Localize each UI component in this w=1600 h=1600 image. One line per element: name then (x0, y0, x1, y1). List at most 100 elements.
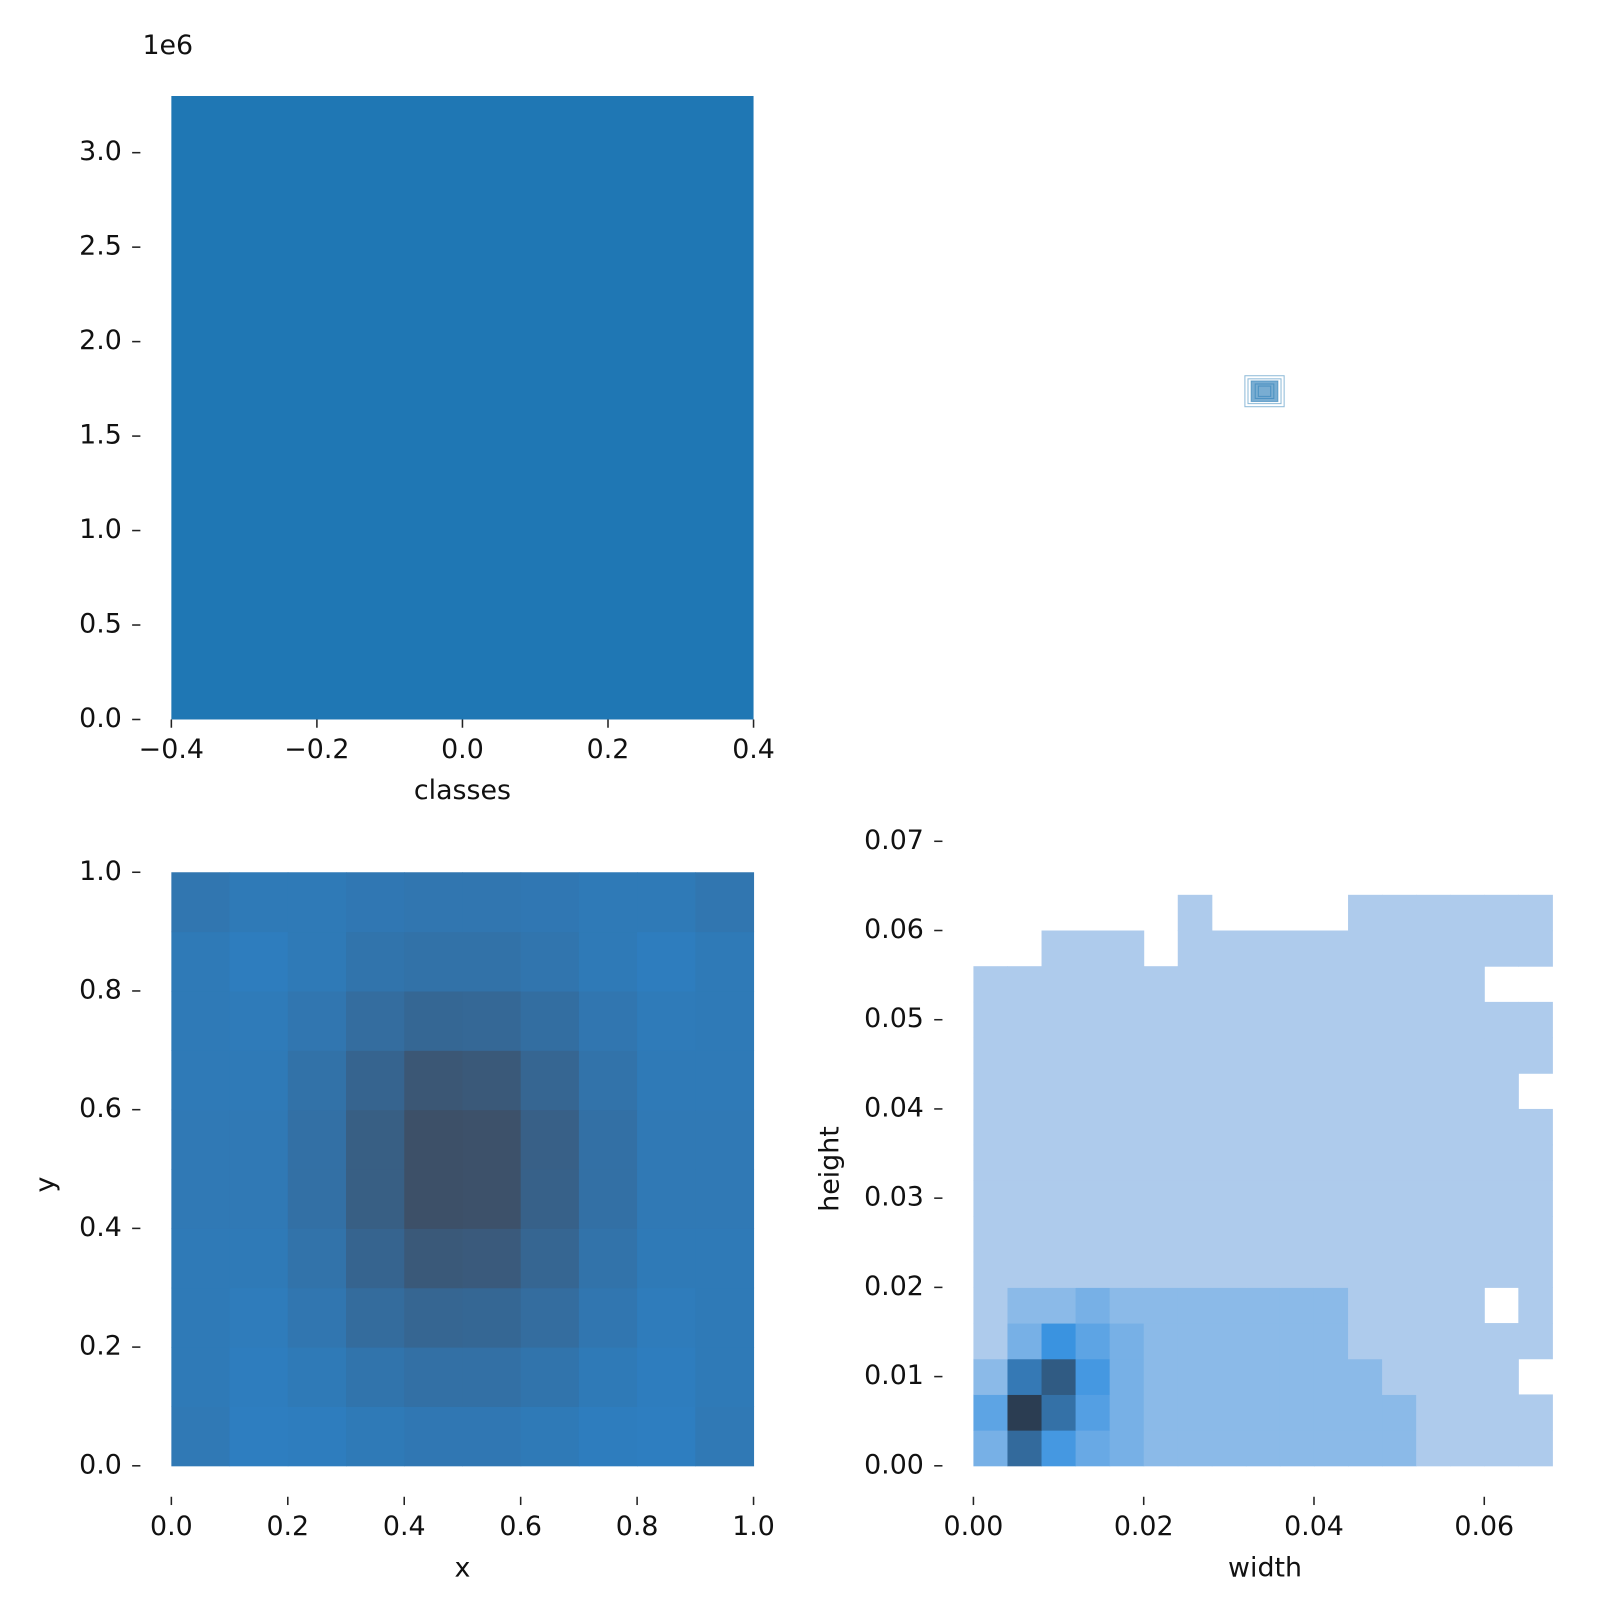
y-tick-label: 0.06 (864, 914, 924, 945)
heatmap-cell (1279, 1180, 1315, 1217)
heatmap-cell (1348, 1430, 1383, 1467)
heatmap-cell (171, 990, 231, 1051)
heatmap-cell (1007, 1180, 1043, 1217)
x-tick-label: −0.4 (139, 734, 204, 765)
heatmap-cell (462, 1347, 522, 1407)
heatmap-cell (1075, 1287, 1111, 1324)
heatmap-cell (1484, 1358, 1519, 1395)
y-tick-label: 0.07 (864, 825, 924, 856)
y-tick-label: 0.4 (79, 1212, 122, 1243)
heatmap-cell (1075, 1001, 1111, 1039)
x-tick-label: 0.6 (499, 1511, 542, 1542)
heatmap-cell (1075, 1037, 1111, 1074)
heatmap-cell (637, 872, 696, 933)
heatmap-cell (520, 1406, 580, 1467)
heatmap-cell (1007, 1001, 1043, 1039)
heatmap-cell (1313, 1001, 1349, 1039)
heatmap-cell (1484, 1073, 1519, 1110)
heatmap-cell (1348, 1073, 1383, 1110)
heatmap-cell (973, 1394, 1008, 1431)
y-tick-label: 0.01 (864, 1360, 924, 1391)
heatmap-cell (462, 990, 522, 1051)
y-tick-label: 1.5 (79, 420, 122, 451)
heatmap-cell (1314, 895, 1349, 931)
heatmap-cell (1177, 1073, 1213, 1110)
heatmap-cell (1484, 1323, 1519, 1360)
bar (171, 96, 754, 720)
heatmap-cell (1007, 1323, 1043, 1360)
heatmap-cell (973, 1323, 1008, 1360)
heatmap-cell (1075, 1394, 1111, 1431)
box (1244, 375, 1285, 408)
heatmap-cell (1450, 1180, 1485, 1217)
heatmap-cell (171, 1228, 231, 1289)
heatmap-cell (1177, 1323, 1213, 1360)
heatmap-cell (1416, 1180, 1451, 1217)
heatmap-cell (695, 872, 755, 933)
heatmap-cell (1143, 1037, 1179, 1074)
heatmap-cell (404, 1347, 463, 1407)
heatmap-cell (1313, 1323, 1349, 1360)
heatmap-cell (1484, 1001, 1519, 1039)
heatmap-cell (1416, 930, 1451, 967)
heatmap-cell (1518, 1001, 1553, 1039)
heatmap-cell (1109, 1358, 1145, 1395)
heatmap-cell (578, 1347, 638, 1407)
heatmap-cell (1484, 1180, 1519, 1217)
heatmap-cell (1484, 1287, 1519, 1323)
heatmap-cell (973, 1001, 1008, 1039)
heatmap-cell (1382, 1323, 1417, 1360)
heatmap-cell (1041, 1323, 1077, 1360)
heatmap-cell (1518, 1180, 1553, 1217)
heatmap-cell (1075, 1180, 1111, 1217)
heatmap-cell (1245, 1216, 1281, 1253)
y-axis-label: y (30, 1176, 61, 1192)
x-tick-label: 0.0 (441, 734, 484, 765)
heatmap-cell (973, 1144, 1008, 1181)
heatmap-cell (404, 1228, 463, 1289)
heatmap-cell (1177, 1001, 1213, 1039)
heatmap-cell (1348, 930, 1383, 967)
heatmap-cell (1245, 930, 1281, 967)
heatmap-cell (346, 1228, 405, 1289)
heatmap-cell (1212, 895, 1247, 931)
heatmap-cell (462, 931, 522, 992)
heatmap-cell (695, 1347, 755, 1407)
heatmap-cell (1007, 1251, 1043, 1288)
heatmap-cell (1110, 895, 1145, 931)
heatmap-cell (1313, 1430, 1349, 1467)
heatmap-cell (462, 1169, 522, 1229)
heatmap-cell (1007, 1144, 1043, 1181)
heatmap-cell (1177, 1358, 1213, 1395)
y-tick-label: 2.5 (79, 231, 122, 262)
heatmap-cell (1279, 1287, 1315, 1324)
heatmap-cell (1075, 966, 1111, 1003)
heatmap-cell (520, 931, 580, 992)
x-axis-label: x (455, 1553, 471, 1584)
heatmap-cell (1313, 1358, 1349, 1395)
heatmap-cell (1450, 1251, 1485, 1288)
heatmap-cell (1143, 966, 1179, 1003)
heatmap-cell (1075, 1108, 1111, 1146)
heatmap-cell (578, 872, 638, 933)
y-tick-label: 0.6 (79, 1093, 122, 1124)
heatmap-cell (287, 1109, 347, 1170)
heatmap-cell (1382, 1394, 1417, 1431)
heatmap-cell (1075, 1216, 1111, 1253)
heatmap-cell (1007, 1108, 1043, 1146)
heatmap-cell (1041, 1180, 1077, 1217)
heatmap-cell (1279, 1108, 1315, 1146)
heatmap-cell (1211, 1180, 1247, 1217)
heatmap-cell (1518, 1144, 1553, 1181)
heatmap-cell (1245, 1394, 1281, 1431)
heatmap-cell (1416, 1144, 1451, 1181)
y-offset-label: 1e6 (142, 30, 193, 61)
x-tick-label: 0.4 (732, 734, 775, 765)
heatmap-cell (973, 1430, 1008, 1467)
heatmap-cell (1313, 1216, 1349, 1253)
heatmap-cell (1348, 1180, 1383, 1217)
heatmap-cell (171, 1406, 231, 1467)
y-tick-label: 1.0 (79, 514, 122, 545)
heatmap-cell (1518, 1037, 1553, 1074)
heatmap-cell (229, 931, 289, 992)
